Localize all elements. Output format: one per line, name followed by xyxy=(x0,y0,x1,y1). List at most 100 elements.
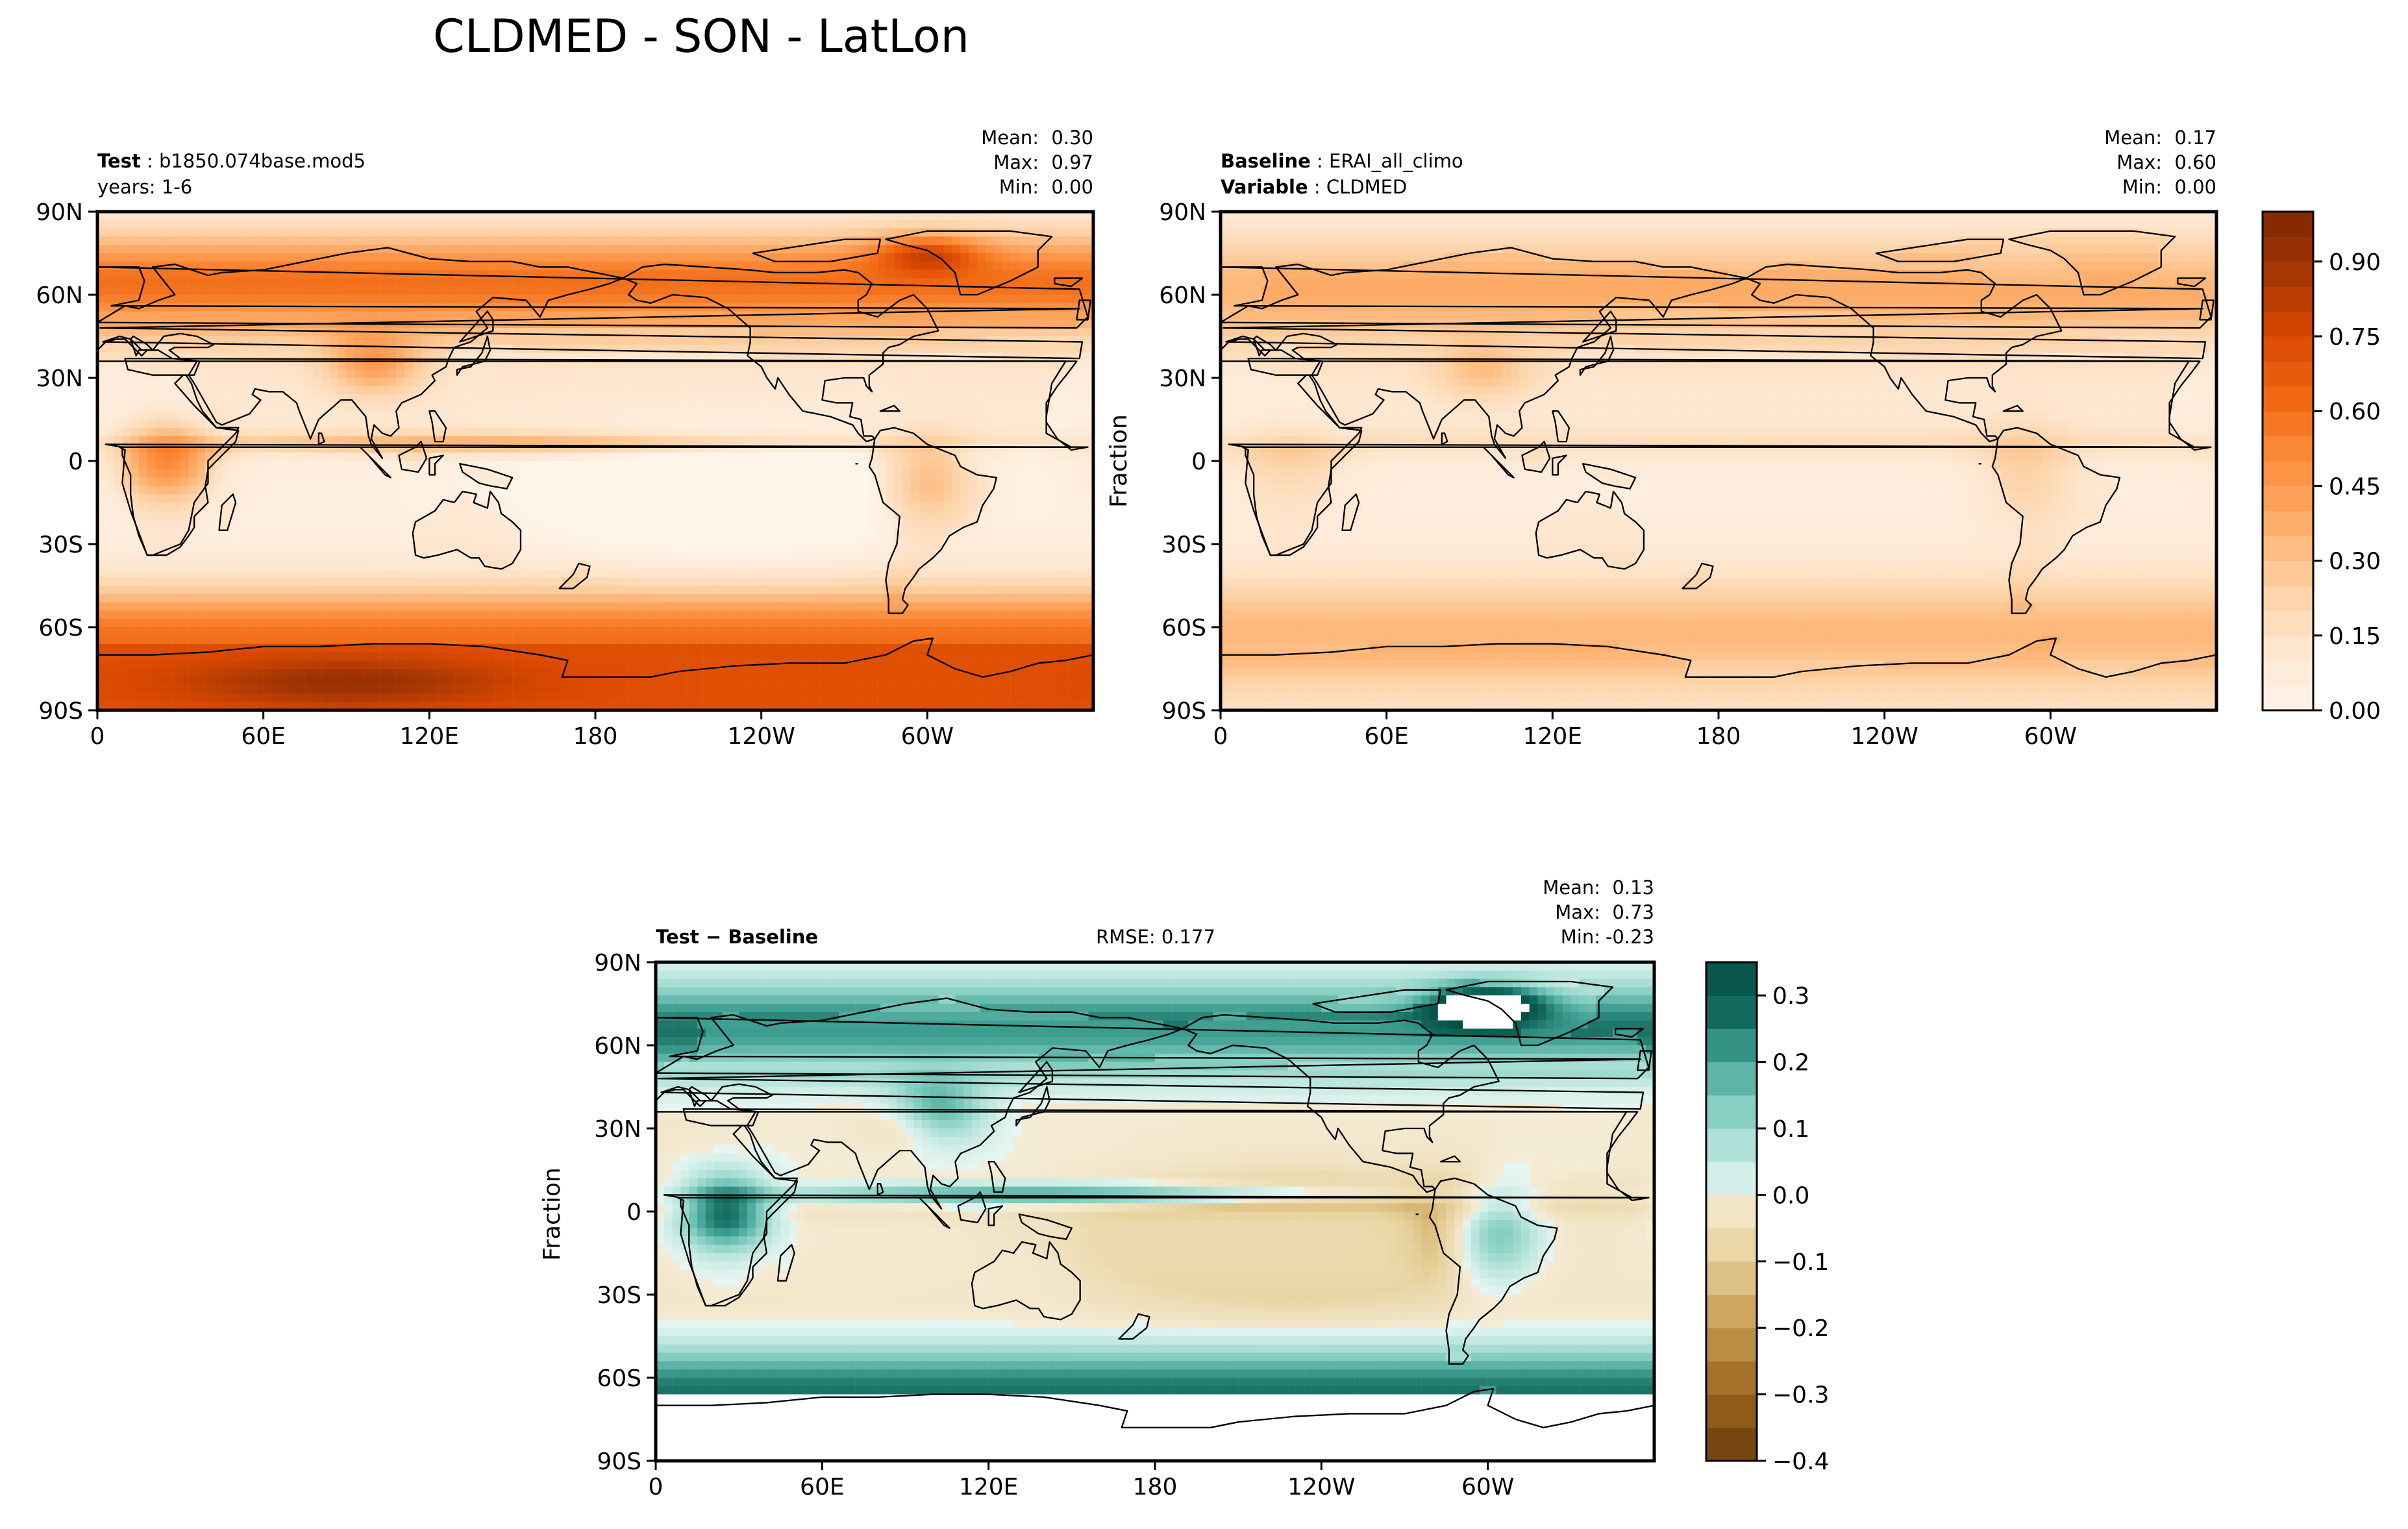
grid-cell xyxy=(520,503,529,512)
grid-cell xyxy=(595,319,604,329)
grid-cell xyxy=(512,328,521,337)
grid-cell xyxy=(105,386,114,395)
grid-cell xyxy=(388,477,397,486)
grid-cell xyxy=(1076,228,1086,237)
grid-cell xyxy=(329,469,338,478)
grid-cell xyxy=(247,278,256,287)
grid-cell xyxy=(504,394,513,403)
grid-cell xyxy=(371,369,380,379)
grid-cell xyxy=(603,336,612,345)
grid-cell xyxy=(752,519,762,528)
grid-cell xyxy=(960,403,969,412)
grid-cell xyxy=(769,286,778,295)
grid-cell xyxy=(977,228,986,237)
grid-cell xyxy=(254,286,264,295)
grid-cell xyxy=(662,386,671,395)
grid-cell xyxy=(678,212,687,221)
grid-cell xyxy=(122,477,131,486)
grid-cell xyxy=(495,386,504,395)
grid-cell xyxy=(769,394,778,403)
grid-cell xyxy=(528,369,538,379)
grid-cell xyxy=(985,427,994,436)
grid-cell xyxy=(188,419,197,429)
grid-cell xyxy=(1018,427,1027,436)
grid-cell xyxy=(960,245,969,254)
grid-cell xyxy=(603,245,612,254)
grid-cell xyxy=(172,510,181,519)
grid-cell xyxy=(628,544,638,553)
grid-cell xyxy=(927,461,936,470)
grid-cell xyxy=(703,228,712,237)
grid-cell xyxy=(1010,245,1019,254)
grid-cell xyxy=(927,253,936,262)
grid-cell xyxy=(836,403,845,412)
grid-cell xyxy=(230,236,239,245)
grid-cell xyxy=(761,486,770,495)
grid-cell xyxy=(902,453,911,462)
grid-cell xyxy=(1002,219,1011,229)
grid-cell xyxy=(645,295,654,304)
grid-cell xyxy=(164,419,173,429)
grid-cell xyxy=(130,219,140,229)
grid-cell xyxy=(786,311,795,320)
grid-cell xyxy=(537,394,546,403)
grid-cell xyxy=(1060,344,1069,353)
grid-cell xyxy=(761,411,770,420)
grid-cell xyxy=(520,494,529,503)
grid-cell xyxy=(886,494,895,503)
grid-cell xyxy=(844,536,853,545)
grid-cell xyxy=(97,494,106,503)
grid-cell xyxy=(620,219,629,229)
grid-cell xyxy=(254,344,264,353)
grid-cell xyxy=(238,510,247,519)
grid-cell xyxy=(122,269,131,279)
grid-cell xyxy=(861,212,870,221)
grid-cell xyxy=(205,253,214,262)
grid-cell xyxy=(247,336,256,345)
grid-cell xyxy=(1052,477,1061,486)
grid-cell xyxy=(985,527,994,536)
grid-cell xyxy=(487,386,496,395)
grid-cell xyxy=(304,278,314,287)
grid-cell xyxy=(786,486,795,495)
grid-cell xyxy=(595,411,604,420)
grid-cell xyxy=(1002,236,1011,245)
grid-cell xyxy=(321,461,330,470)
grid-cell xyxy=(438,278,447,287)
grid-cell xyxy=(462,311,471,320)
grid-cell xyxy=(587,228,596,237)
grid-cell xyxy=(745,486,754,495)
grid-cell xyxy=(263,411,272,420)
grid-cell xyxy=(686,228,695,237)
grid-cell xyxy=(97,519,106,528)
grid-cell xyxy=(977,436,986,445)
grid-cell xyxy=(761,286,770,295)
grid-cell xyxy=(263,303,272,312)
grid-cell xyxy=(943,436,952,445)
grid-cell xyxy=(363,403,372,412)
grid-cell xyxy=(1026,212,1036,221)
grid-cell xyxy=(479,378,488,387)
grid-cell xyxy=(802,544,812,553)
grid-cell xyxy=(155,245,164,254)
grid-cell xyxy=(869,411,878,420)
grid-cell xyxy=(172,253,181,262)
grid-cell xyxy=(736,245,745,254)
grid-cell xyxy=(960,311,969,320)
grid-cell xyxy=(197,494,206,503)
grid-cell xyxy=(545,269,554,279)
grid-cell xyxy=(504,427,513,436)
grid-cell xyxy=(421,378,430,387)
grid-cell xyxy=(636,503,645,512)
grid-cell xyxy=(438,228,447,237)
grid-cell xyxy=(471,369,480,379)
grid-cell xyxy=(346,378,355,387)
grid-cell xyxy=(188,403,197,412)
grid-cell xyxy=(936,486,945,495)
grid-cell xyxy=(844,444,853,453)
grid-cell xyxy=(445,519,454,528)
grid-cell xyxy=(205,394,214,403)
grid-cell xyxy=(421,236,430,245)
grid-cell xyxy=(794,427,803,436)
grid-cell xyxy=(155,219,164,229)
